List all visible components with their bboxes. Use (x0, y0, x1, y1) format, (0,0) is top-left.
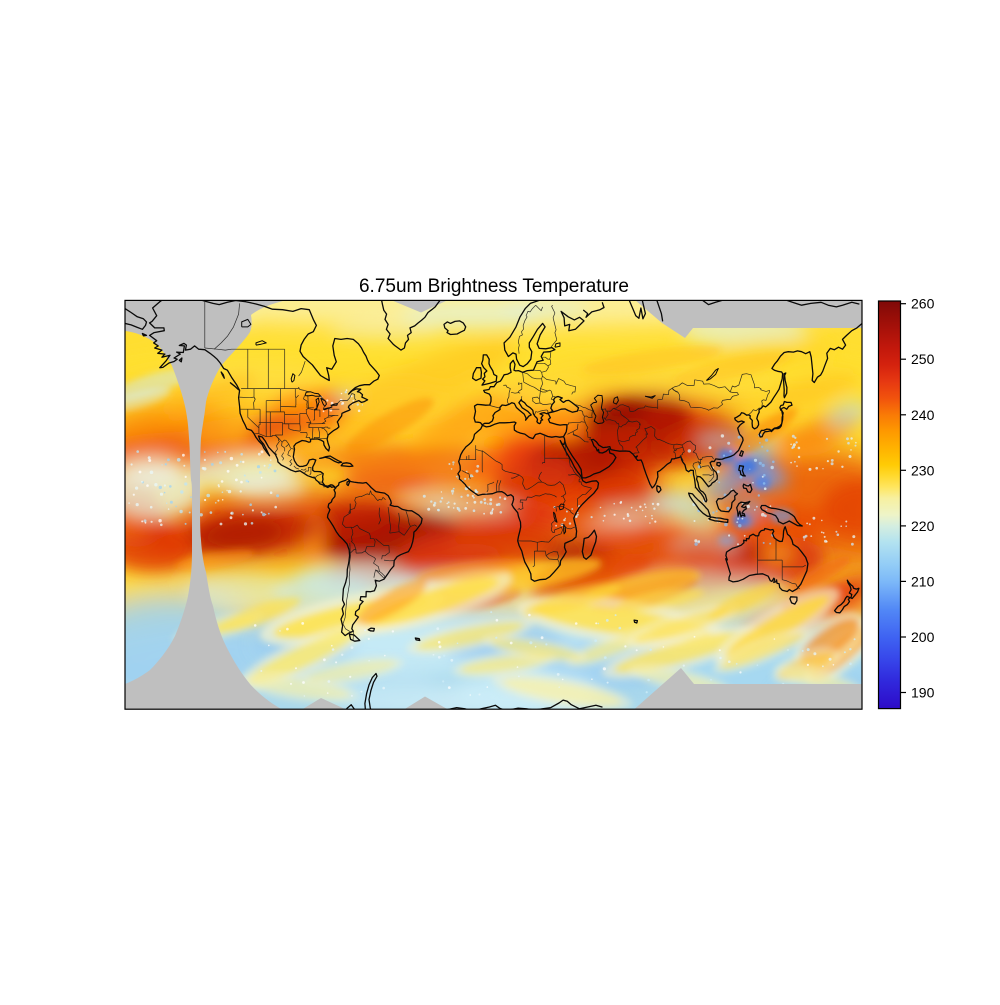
svg-text:250: 250 (911, 351, 935, 367)
svg-text:260: 260 (911, 296, 935, 312)
svg-text:210: 210 (911, 573, 935, 589)
svg-text:220: 220 (911, 518, 935, 534)
svg-text:240: 240 (911, 407, 935, 423)
svg-text:6.75um Brightness Temperature: 6.75um Brightness Temperature (359, 276, 629, 297)
svg-text:230: 230 (911, 462, 935, 478)
svg-text:190: 190 (911, 685, 935, 701)
svg-text:200: 200 (911, 629, 935, 645)
